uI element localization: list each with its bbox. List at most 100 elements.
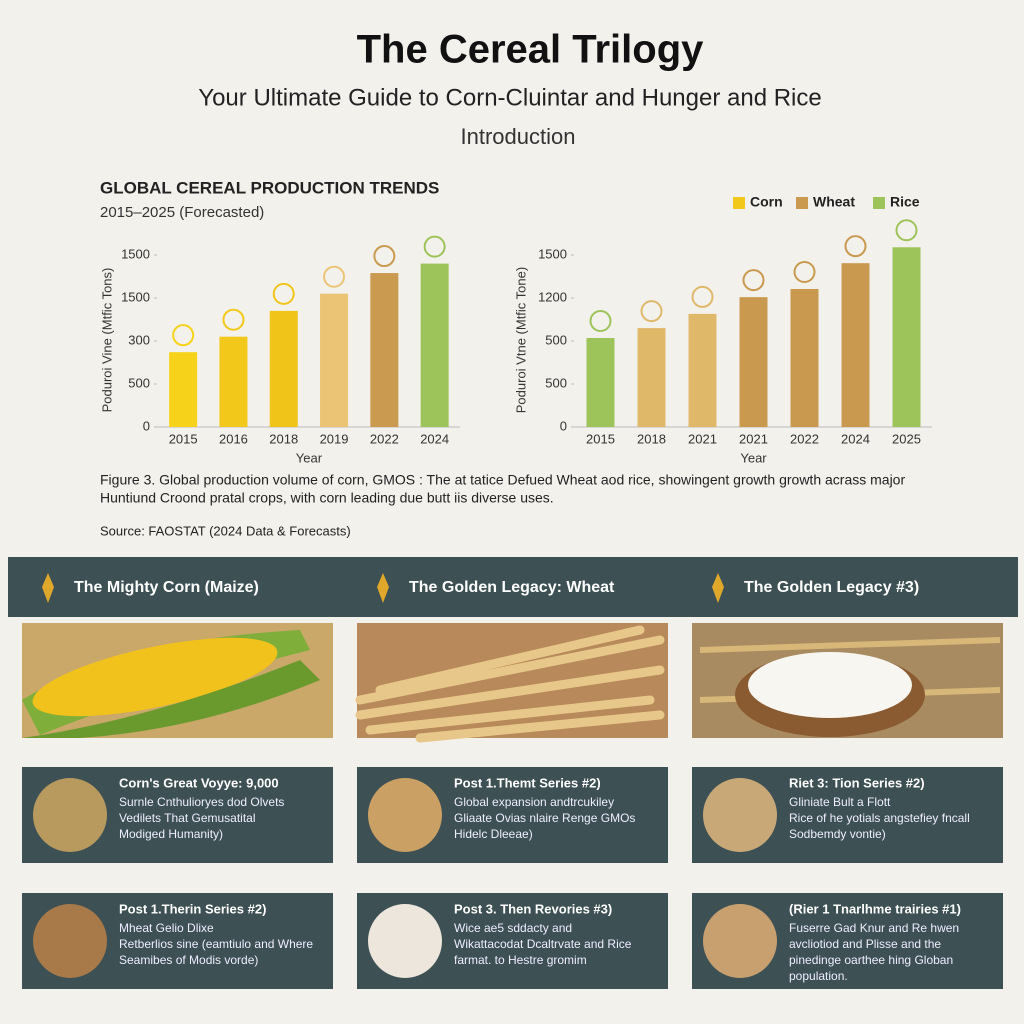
wheat-icon: [712, 573, 724, 603]
bar-icon: [793, 260, 816, 283]
x-tick-label: 2018: [637, 431, 666, 446]
title: The Cereal Trilogy: [357, 28, 705, 72]
card-line: Gliaate Ovias nlaire Renge GMOs: [454, 811, 635, 825]
y-tick-label: 1500: [121, 289, 150, 304]
y-tick-label: 1200: [538, 289, 567, 304]
bar: [269, 310, 298, 427]
bar-icon: [272, 282, 295, 305]
section-title: The Golden Legacy #3): [744, 579, 919, 596]
legend-label: Wheat: [813, 194, 855, 210]
bar-icon: [895, 219, 918, 242]
card-line: Modiged Humanity): [119, 827, 223, 841]
card-image: [703, 904, 777, 978]
bar: [637, 328, 666, 427]
card-line: avcliotiod and Plisse and the: [789, 937, 941, 951]
rice-image: [692, 623, 1003, 738]
card-title: Post 1.Themt Series #2): [454, 775, 601, 790]
bar: [219, 336, 248, 427]
bar: [420, 263, 449, 427]
subtitle: Your Ultimate Guide to Corn-Cluintar and…: [198, 84, 821, 111]
bar: [320, 293, 349, 427]
x-tick-label: 2015: [169, 431, 198, 446]
y-axis-label: Poduroi Vtne (Mtfic Tone): [513, 267, 528, 413]
card-image: [368, 904, 442, 978]
y-tick-label: 1500: [538, 246, 567, 261]
source: Source: FAOSTAT (2024 Data & Forecasts): [100, 523, 351, 538]
bar-icon: [423, 235, 446, 258]
card-line: Hidelc Dleeae): [454, 827, 533, 841]
card-title: Riet 3: Tion Series #2): [789, 775, 925, 790]
x-tick-label: 2019: [320, 431, 349, 446]
bar: [370, 273, 399, 427]
x-tick-label: 2015: [586, 431, 615, 446]
card-line: pinedinge oarthee hing Globan: [789, 953, 953, 967]
bar: [790, 288, 819, 427]
section-title: The Golden Legacy: Wheat: [409, 579, 615, 596]
card-line: Fuserre Gad Knur and Re hwen: [789, 921, 959, 935]
bar-icon: [742, 269, 765, 292]
card-image: [33, 904, 107, 978]
corn-image: [22, 623, 333, 738]
card-line: Wikattacodat Dcaltrvate and Rice: [454, 937, 632, 951]
bar: [586, 337, 615, 427]
y-tick-label: 500: [128, 375, 150, 390]
bar-icon: [323, 265, 346, 288]
legend-swatch: [733, 197, 745, 209]
x-tick-label: 2024: [841, 431, 870, 446]
card-image: [33, 778, 107, 852]
card-title: Corn's Great Voyye: 9,000: [119, 775, 279, 790]
x-tick-label: 2022: [370, 431, 399, 446]
card-line: Vedilets That Gemusatital: [119, 811, 256, 825]
wheat-icon: [42, 573, 54, 603]
bar-icon: [589, 309, 612, 332]
y-axis-label: Poduroi Vine (Mtfic Tons): [99, 268, 114, 413]
card-image: [703, 778, 777, 852]
x-tick-label: 2022: [790, 431, 819, 446]
caption-line: Figure 3. Global production volume of co…: [100, 472, 905, 488]
legend-label: Rice: [890, 194, 920, 210]
figure-subtitle: 2015–2025 (Forecasted): [100, 204, 264, 221]
legend-swatch: [873, 197, 885, 209]
card-line: Seamibes of Modis vorde): [119, 953, 258, 967]
wheat-icon: [377, 573, 389, 603]
x-axis-label: Year: [296, 450, 323, 465]
bar: [688, 313, 717, 427]
y-tick-label: 500: [545, 375, 567, 390]
bar-icon: [640, 300, 663, 323]
legend-swatch: [796, 197, 808, 209]
card-line: Wice ae5 sddacty and: [454, 921, 572, 935]
caption-line: Huntiund Croond pratal crops, with corn …: [100, 490, 554, 506]
card-line: Gliniate Bult a Flott: [789, 795, 891, 809]
x-tick-label: 2021: [688, 431, 717, 446]
section-title: The Mighty Corn (Maize): [74, 579, 259, 596]
card-line: Surnle Cnthulioryes dod Olvets: [119, 795, 284, 809]
card-title: Post 1.Therin Series #2): [119, 901, 266, 916]
intro: Introduction: [461, 124, 576, 149]
y-tick-label: 300: [128, 332, 150, 347]
bar-icon: [222, 308, 245, 331]
bar-icon: [373, 245, 396, 268]
card-title: Post 3. Then Revories #3): [454, 901, 612, 916]
x-tick-label: 2021: [739, 431, 768, 446]
card-line: Mheat Gelio Dlixe: [119, 921, 214, 935]
y-tick-label: 500: [545, 332, 567, 347]
y-tick-label: 0: [560, 418, 567, 433]
x-tick-label: 2016: [219, 431, 248, 446]
bar: [892, 247, 921, 427]
bar: [841, 263, 870, 427]
card-line: farmat. to Hestre gromim: [454, 953, 587, 967]
bar: [169, 352, 198, 427]
bar-icon: [691, 285, 714, 308]
card-line: Global expansion andtrcukiley: [454, 795, 614, 809]
y-tick-label: 0: [143, 418, 150, 433]
card-line: population.: [789, 969, 848, 983]
legend-label: Corn: [750, 194, 783, 210]
figure-title: GLOBAL CEREAL PRODUCTION TRENDS: [100, 178, 439, 197]
bar-icon: [172, 324, 195, 347]
card-line: Sodbemdy vontie): [789, 827, 886, 841]
card-line: Rice of he yotials angstefiey fncall: [789, 811, 970, 825]
bar: [739, 297, 768, 427]
bar-icon: [844, 235, 867, 258]
card-title: (Rier 1 Tnarlhme trairies #1): [789, 901, 961, 916]
